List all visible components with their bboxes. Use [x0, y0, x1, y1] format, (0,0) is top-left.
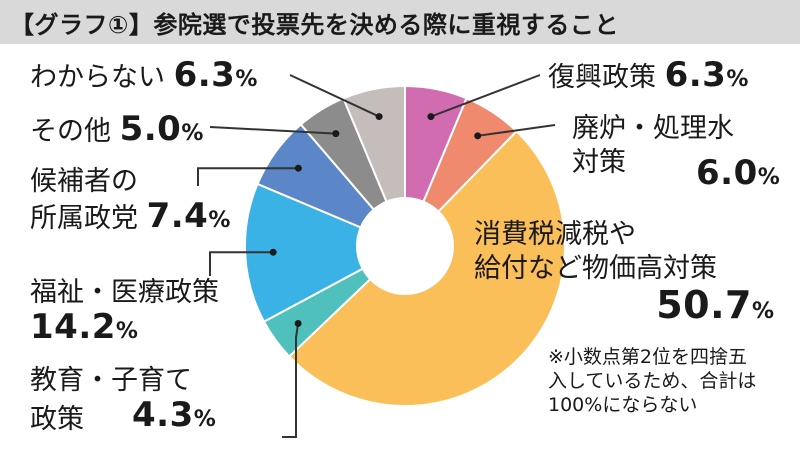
- slice-label-kyoiku: 教育・子育て 政策 4.3%: [30, 364, 216, 437]
- slice-unit: %: [193, 407, 216, 432]
- leader-lines: [197, 74, 556, 438]
- slice-label-text: 消費税減税や: [474, 219, 636, 250]
- leader-line: [430, 74, 541, 118]
- slice-label-sonota: その他 5.0%: [30, 112, 203, 151]
- slice-value: 7.4: [146, 196, 209, 236]
- leader-line: [477, 124, 556, 137]
- donut-slices: [244, 84, 566, 407]
- slice-label-text: 候補者の: [30, 166, 138, 197]
- slice-value: 50.7: [656, 283, 752, 327]
- leader-dot: [269, 248, 277, 256]
- slice-label-text: 所属政党: [30, 203, 138, 234]
- leader-dot: [474, 132, 482, 140]
- slice-unit: %: [115, 319, 138, 344]
- slice-value: 6.3: [173, 55, 236, 95]
- leader-dots: [269, 113, 482, 327]
- slice-label-bukka: 消費税減税や 給付など物価高対策 50.7%: [474, 218, 774, 329]
- donut-slice: [244, 182, 365, 323]
- slice-value: 6.0: [696, 153, 758, 193]
- slice-label-text: 政策: [30, 404, 84, 435]
- leader-line: [209, 251, 274, 276]
- slice-label-wakaranai: わからない 6.3%: [30, 58, 257, 97]
- slice-label-fukushi: 福祉・医療政策 14.2%: [30, 276, 219, 349]
- slice-unit: %: [726, 67, 749, 92]
- leader-dot: [427, 113, 435, 121]
- slice-value: 4.3: [132, 395, 194, 435]
- leader-dot: [294, 164, 302, 172]
- slice-label-text: 福祉・医療政策: [30, 277, 219, 308]
- slice-unit: %: [181, 121, 204, 146]
- slice-value: 5.0: [119, 109, 182, 149]
- slice-unit: %: [235, 67, 258, 92]
- slice-label-text: 給付など物価高対策: [474, 253, 717, 284]
- slice-label-text: わからない: [30, 62, 165, 93]
- footnote: ※小数点第2位を四捨五 入しているため、合計は 100%にならない: [548, 346, 757, 416]
- slice-label-seito: 候補者の 所属政党 7.4%: [30, 165, 230, 238]
- leader-dot: [294, 319, 302, 327]
- donut-slice: [342, 84, 406, 204]
- donut-slice: [287, 129, 566, 407]
- slice-unit: %: [208, 208, 231, 233]
- slice-label-hairo: 廃炉・処理水 対策 6.0%: [572, 112, 780, 195]
- chart-title: 【グラフ①】参院選で投票先を決める際に重視すること: [0, 0, 800, 44]
- leader-dot: [332, 130, 340, 138]
- leader-line: [197, 167, 299, 186]
- slice-label-text: その他: [30, 116, 111, 147]
- leader-line: [289, 74, 380, 118]
- slice-label-fukko: 復興政策 6.3%: [548, 58, 748, 97]
- slice-unit: %: [757, 165, 780, 190]
- slice-unit: %: [751, 299, 774, 324]
- slice-value: 6.3: [664, 55, 727, 95]
- slice-value: 14.2: [30, 307, 116, 347]
- slice-label-text: 復興政策: [548, 62, 656, 93]
- slice-label-text: 廃炉・処理水: [572, 113, 734, 144]
- slice-label-text: 対策: [572, 147, 626, 178]
- leader-line: [209, 126, 336, 135]
- slice-label-text: 教育・子育て: [30, 365, 192, 396]
- leader-line: [282, 323, 300, 438]
- leader-dot: [375, 113, 383, 121]
